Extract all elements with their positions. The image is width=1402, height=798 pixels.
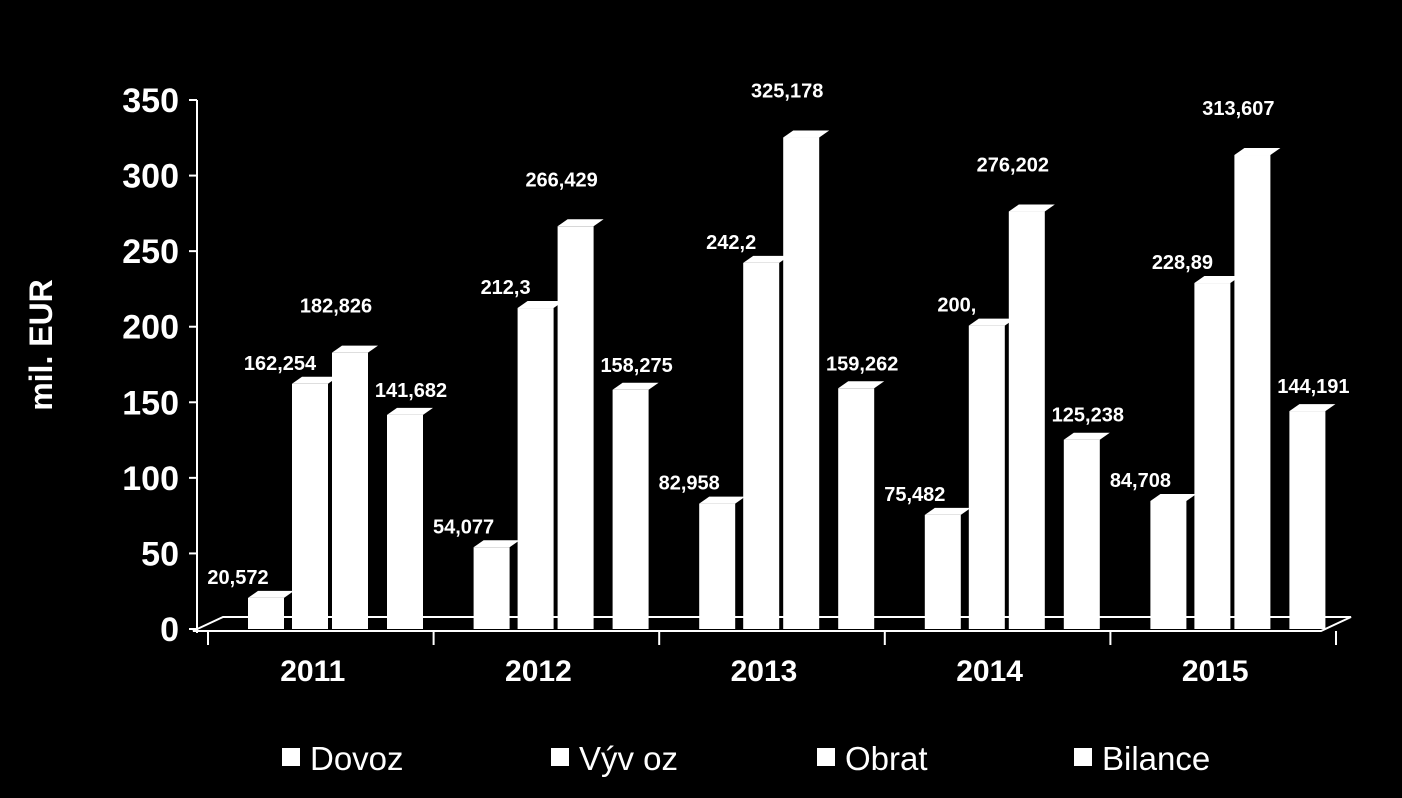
legend-swatch: [1074, 748, 1092, 766]
y-tick-label: 50: [141, 535, 179, 573]
bar-top: [1289, 404, 1336, 412]
y-tick-label: 300: [122, 158, 179, 196]
data-label: 200,: [937, 295, 976, 317]
bar-top: [517, 301, 564, 309]
bar: [557, 226, 594, 630]
data-label: 162,254: [244, 353, 317, 375]
x-tick-label: 2015: [1182, 655, 1249, 688]
bar: [924, 514, 961, 629]
bar: [332, 352, 368, 629]
x-tick-label: 2012: [505, 655, 572, 688]
legend-label: Výv oz: [579, 740, 678, 777]
bar: [248, 597, 284, 629]
bar-top: [1008, 204, 1055, 212]
bar-top: [1150, 493, 1197, 501]
bar-top: [248, 590, 294, 598]
data-label: 141,682: [375, 380, 447, 402]
data-labels: 20,572 162,254 182,826 141,682 54,077 212,3 26…: [207, 81, 1349, 589]
bar: [968, 325, 1005, 629]
data-label: 84,708: [1110, 470, 1171, 492]
bar: [1150, 500, 1187, 629]
legend-swatch: [817, 748, 835, 766]
data-label: 54,077: [433, 516, 494, 538]
bar-top: [1234, 148, 1281, 156]
bar: [387, 414, 423, 629]
data-label: 144,191: [1277, 376, 1349, 398]
bar-top: [838, 381, 885, 389]
bar: [612, 389, 649, 629]
x-tick-label: 2014: [956, 655, 1023, 688]
bar-top: [1063, 432, 1110, 440]
y-axis-label: mil. EUR: [23, 279, 59, 411]
bar: [292, 383, 328, 629]
data-label: 242,2: [706, 232, 756, 254]
data-label: 266,429: [525, 169, 597, 191]
data-label: 125,238: [1052, 405, 1124, 427]
bar: [473, 547, 510, 629]
legend-label: Bilance: [1102, 740, 1210, 777]
bar-top: [924, 507, 971, 515]
legend-swatch: [551, 748, 569, 766]
bar: [699, 503, 736, 629]
legend: Dovoz Výv oz Obrat Bilance: [282, 740, 1210, 777]
y-tick-label: 350: [122, 82, 179, 120]
data-label: 228,89: [1152, 252, 1213, 274]
axes: 0 50 100 150 200 250 300 350 2011 2012 2013 2014 201…: [122, 82, 1352, 688]
legend-label: Obrat: [845, 740, 928, 777]
data-label: 182,826: [300, 296, 372, 318]
y-tick-label: 150: [122, 384, 179, 422]
x-tick-label: 2011: [280, 655, 345, 688]
bar-top: [473, 540, 520, 548]
bar: [1008, 211, 1045, 629]
x-tick-label: 2013: [731, 655, 798, 688]
bar-top: [292, 376, 338, 384]
bar-top: [783, 130, 830, 138]
bar-top: [332, 345, 378, 353]
bar-top: [612, 382, 659, 390]
y-tick-label: 200: [122, 309, 179, 347]
bar-top: [557, 219, 604, 227]
bar-top: [387, 407, 433, 415]
bar: [1289, 411, 1326, 629]
data-label: 159,262: [826, 353, 898, 375]
bar: [517, 308, 554, 629]
bar-top: [743, 255, 790, 263]
bar-top: [968, 318, 1015, 326]
data-label: 20,572: [207, 567, 268, 589]
y-tick-label: 100: [122, 460, 179, 498]
data-label: 276,202: [977, 155, 1049, 177]
bars: [248, 130, 1336, 630]
bar-top: [1194, 276, 1241, 284]
y-tick-label: 250: [122, 233, 179, 271]
data-label: 158,275: [600, 355, 672, 377]
data-label: 82,958: [659, 473, 720, 495]
y-tick-label: 0: [160, 611, 179, 649]
bar: [1194, 283, 1231, 629]
legend-label: Dovoz: [310, 740, 404, 777]
bar: [1234, 155, 1271, 629]
data-label: 313,607: [1202, 98, 1274, 120]
legend-swatch: [282, 748, 300, 766]
bar: [838, 388, 875, 629]
bar-top: [699, 496, 746, 504]
bar: [743, 262, 780, 629]
data-label: 325,178: [751, 81, 823, 103]
data-label: 75,482: [884, 484, 945, 506]
bar: [783, 137, 820, 630]
data-label: 212,3: [481, 277, 531, 299]
bar: [1063, 439, 1100, 629]
